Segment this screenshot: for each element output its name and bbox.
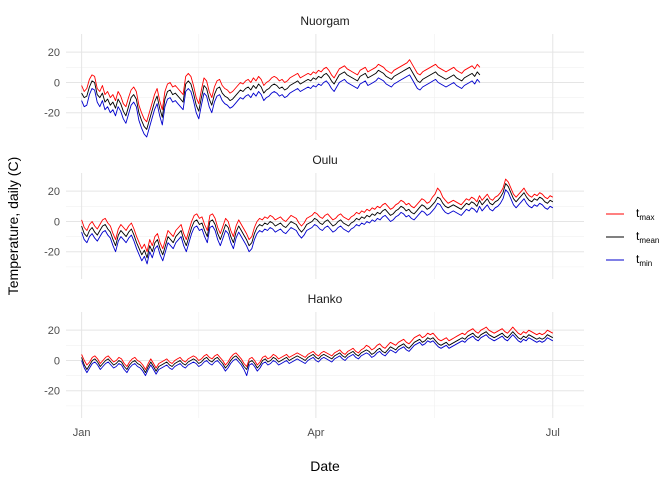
series-line-oulu-tmin <box>81 189 554 265</box>
y-tick-label-nuorgam-2: 20 <box>48 47 60 59</box>
series-line-hanko-tmax <box>81 326 554 370</box>
series-line-nuorgam-tmin <box>81 74 481 138</box>
y-tick-label-oulu-2: 20 <box>48 186 60 198</box>
series-line-oulu-tmax <box>81 178 554 253</box>
series-line-hanko-tmin <box>81 334 554 377</box>
y-axis-title: Temperature, daily (C) <box>5 157 21 296</box>
legend-label-tmax: tmax <box>636 206 654 222</box>
series-line-nuorgam-tmean <box>81 66 481 130</box>
legend-label-tmin: tmin <box>636 252 652 268</box>
y-tick-label-hanko-2: 20 <box>48 325 60 337</box>
x-axis-title: Date <box>310 458 340 474</box>
y-tick-label-oulu-1: 0 <box>54 216 60 228</box>
x-tick-label-0: Jan <box>73 427 91 439</box>
series-line-oulu-tmean <box>81 183 554 259</box>
y-tick-label-nuorgam-0: -20 <box>44 108 60 120</box>
panel-title-oulu: Oulu <box>312 153 337 167</box>
series-line-nuorgam-tmax <box>81 59 481 123</box>
y-tick-label-oulu-0: -20 <box>44 247 60 259</box>
panel-title-hanko: Hanko <box>308 292 343 306</box>
y-tick-label-hanko-1: 0 <box>54 355 60 367</box>
x-tick-label-1: Apr <box>307 427 324 439</box>
panel-title-nuorgam: Nuorgam <box>300 14 349 28</box>
series-line-hanko-tmean <box>81 331 554 374</box>
legend-label-tmean: tmean <box>636 229 659 245</box>
y-tick-label-nuorgam-1: 0 <box>54 77 60 89</box>
x-tick-label-2: Jul <box>546 427 560 439</box>
y-tick-label-hanko-0: -20 <box>44 386 60 398</box>
